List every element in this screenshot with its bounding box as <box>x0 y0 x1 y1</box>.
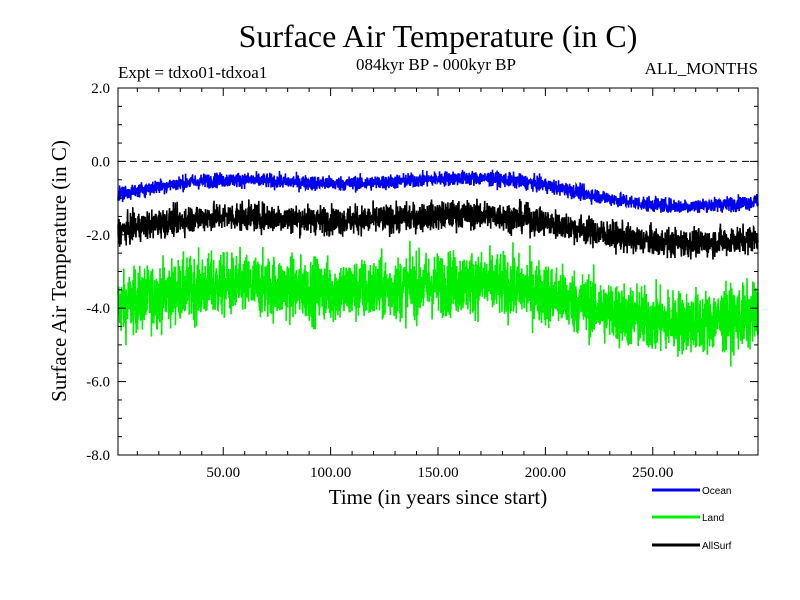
legend-label-land: Land <box>702 513 724 524</box>
y-tick-label: 2.0 <box>91 81 110 97</box>
x-tick-label: 100.00 <box>310 465 351 481</box>
y-tick-label: 0.0 <box>91 154 110 170</box>
experiment-label: Expt = tdxo01-tdxoa1 <box>118 63 267 82</box>
legend-label-allsurf: AllSurf <box>702 541 732 552</box>
x-tick-label: 200.00 <box>525 465 566 481</box>
y-tick-label: -6.0 <box>86 375 110 391</box>
x-tick-label: 250.00 <box>632 465 673 481</box>
x-tick-label: 50.00 <box>206 465 240 481</box>
series-land-line <box>117 240 759 367</box>
chart-title: Surface Air Temperature (in C) <box>239 18 638 54</box>
y-axis-label: Surface Air Temperature (in C) <box>47 140 71 402</box>
axis-ticks: 50.00 100.00 150.00 200.00 250.00 -8.0 -6.0 -4.… <box>86 81 758 481</box>
legend-label-ocean: Ocean <box>702 486 731 497</box>
chart-subtitle: 084kyr BP - 000kyr BP <box>356 55 516 74</box>
series-ocean-line <box>117 169 759 213</box>
y-tick-label: -8.0 <box>86 448 110 464</box>
x-axis-label: Time (in years since start) <box>329 485 548 509</box>
y-tick-label: -4.0 <box>86 301 110 317</box>
y-tick-label: -2.0 <box>86 228 110 244</box>
x-tick-label: 150.00 <box>417 465 458 481</box>
months-label: ALL_MONTHS <box>645 59 758 78</box>
plot-area <box>117 169 759 367</box>
series-allsurf-line <box>117 198 759 260</box>
legend: Ocean Land AllSurf <box>652 486 732 552</box>
